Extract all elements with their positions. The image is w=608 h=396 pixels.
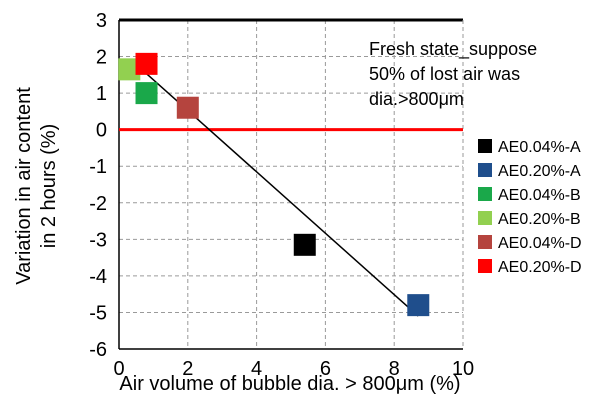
annotation-line-3: dia.>800μm <box>369 89 464 109</box>
x-tick-label: 10 <box>452 358 474 380</box>
data-point <box>176 96 199 119</box>
x-tick-label: 8 <box>389 358 400 380</box>
legend-label: AE0.04%-B <box>498 187 581 204</box>
y-tick-label: -3 <box>89 229 107 251</box>
y-tick-label: 2 <box>96 47 107 69</box>
data-point <box>118 58 141 81</box>
legend-label: AE0.20%-D <box>498 259 582 276</box>
legend-label: AE0.04%-A <box>498 139 581 156</box>
legend-marker <box>478 235 492 249</box>
data-point <box>135 52 158 75</box>
legend-marker <box>478 187 492 201</box>
y-tick-label: 3 <box>96 10 107 32</box>
legend-marker <box>478 211 492 225</box>
x-tick-label: 4 <box>251 358 262 380</box>
x-tick-label: 6 <box>320 358 331 380</box>
legend: AE0.04%-A AE0.20%-A AE0.04%-B AE0.20%-B AE0.… <box>478 139 582 276</box>
data-point <box>407 294 430 317</box>
legend-marker <box>478 139 492 153</box>
annotation-line-2: 50% of lost air was <box>369 64 520 84</box>
y-tick-label: 0 <box>96 120 107 142</box>
y-tick-label: 1 <box>96 83 107 105</box>
legend-label: AE0.04%-D <box>498 235 582 252</box>
x-tick-label: 0 <box>113 358 124 380</box>
y-tick-label: -2 <box>89 193 107 215</box>
x-axis-title: Air volume of bubble dia. > 800μm (%) <box>119 373 460 395</box>
data-point <box>135 82 158 105</box>
legend-marker <box>478 163 492 177</box>
annotation-line-1: Fresh state_suppose <box>369 39 537 60</box>
y-axis-title-line-1: Variation in air content <box>13 87 35 285</box>
legend-marker <box>478 259 492 273</box>
y-tick-label: -4 <box>89 266 107 288</box>
data-points <box>118 52 430 317</box>
y-tick-label: -6 <box>89 339 107 361</box>
y-tick-labels: 3 2 1 0 -1 -2 -3 -4 -5 -6 <box>89 10 107 361</box>
annotation-text: Fresh state_suppose 50% of lost air was … <box>369 39 542 109</box>
x-tick-label: 2 <box>182 358 193 380</box>
y-axis-title-line-2: in 2 hours (%) <box>38 124 60 249</box>
x-tick-labels: 0 2 4 6 8 10 <box>113 358 474 380</box>
legend-label: AE0.20%-A <box>498 163 581 180</box>
y-axis-title: Variation in air content in 2 hours (%) <box>13 87 60 285</box>
data-point <box>293 233 316 256</box>
legend-label: AE0.20%-B <box>498 211 581 228</box>
y-tick-label: -5 <box>89 302 107 324</box>
y-tick-label: -1 <box>89 156 107 178</box>
